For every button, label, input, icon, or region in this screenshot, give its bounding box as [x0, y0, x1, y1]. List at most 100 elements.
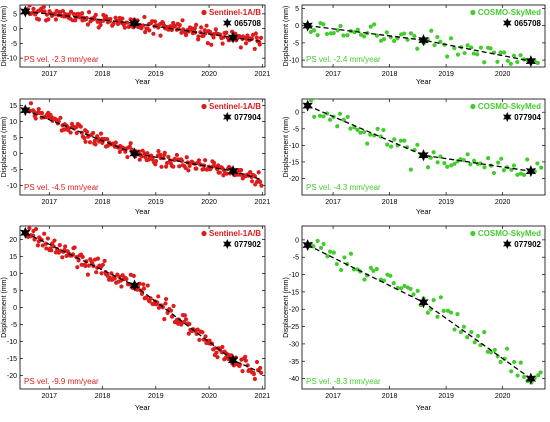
data-point [79, 11, 85, 16]
data-point [164, 160, 170, 166]
data-point [27, 226, 32, 231]
data-point [187, 163, 192, 169]
data-point [197, 337, 202, 343]
legend-station-label: 077904 [514, 113, 541, 122]
data-point [183, 165, 188, 171]
x-tick-label: 2021 [255, 199, 271, 206]
data-point [92, 138, 98, 143]
data-point [248, 170, 253, 175]
data-point [211, 160, 217, 165]
y-tick-label: 15 [9, 254, 17, 261]
y-axis-label: Displacement (mm) [1, 117, 8, 178]
x-tick-label: 2020 [495, 199, 511, 206]
data-point [257, 179, 263, 184]
data-point [53, 17, 59, 22]
y-tick-label: 0 [295, 237, 299, 244]
data-point [141, 282, 146, 287]
y-axis-label: Displacement (mm) [1, 6, 8, 67]
data-point [445, 164, 450, 169]
y-tick-label: -20 [7, 373, 17, 380]
data-point [99, 271, 104, 276]
data-point [76, 11, 81, 17]
data-point [492, 347, 497, 352]
data-point [83, 263, 88, 269]
y-axis-label: Displacement (mm) [283, 117, 290, 178]
data-point [82, 135, 87, 141]
data-point [202, 28, 207, 33]
data-point [164, 296, 169, 302]
velocity-annotation: PS vel. -8.3 mm/year [306, 377, 381, 386]
data-point [482, 165, 487, 170]
data-point [362, 277, 367, 282]
y-tick-label: -5 [293, 126, 299, 133]
data-point [66, 125, 71, 131]
data-point [217, 170, 222, 175]
data-point [375, 126, 380, 131]
x-tick-label: 2021 [255, 393, 271, 400]
data-point [60, 255, 65, 260]
x-tick-label: 2019 [438, 71, 454, 78]
data-point [257, 42, 262, 47]
x-tick-label: 2018 [382, 393, 398, 400]
reference-star-marker [418, 34, 429, 47]
data-point [392, 38, 397, 44]
y-tick-label: -20 [289, 307, 299, 314]
data-point [141, 286, 147, 291]
data-point [127, 144, 132, 149]
data-point [93, 12, 98, 17]
data-point [311, 244, 316, 249]
data-point [254, 359, 260, 365]
data-point [224, 171, 230, 176]
data-point [465, 152, 470, 157]
data-point [162, 150, 167, 155]
data-point [509, 369, 514, 374]
data-point [321, 22, 326, 27]
data-point [142, 14, 147, 20]
x-tick-label: 2018 [95, 199, 111, 206]
y-tick-label: -10 [289, 143, 299, 150]
y-tick-label: -25 [289, 324, 299, 331]
data-point [465, 335, 470, 340]
data-point [213, 27, 218, 32]
data-point [128, 141, 133, 146]
data-point [381, 127, 386, 133]
data-point [98, 131, 104, 136]
data-point [156, 294, 161, 299]
reference-star-marker [418, 296, 429, 309]
data-point [166, 154, 171, 160]
data-point [324, 31, 330, 37]
data-point [368, 132, 373, 137]
data-points [308, 20, 540, 66]
velocity-annotation: PS vel. -4.5 mm/year [24, 183, 99, 192]
data-point [102, 258, 107, 264]
data-point [85, 272, 91, 277]
data-point [348, 126, 353, 131]
data-point [536, 373, 541, 378]
data-point [398, 138, 403, 143]
data-point [335, 124, 340, 129]
data-point [401, 31, 407, 36]
data-point [429, 28, 434, 33]
data-point [254, 35, 259, 40]
data-point [85, 22, 90, 27]
y-tick-label: 0 [13, 151, 17, 158]
data-point [120, 16, 125, 21]
data-point [251, 372, 256, 377]
data-point [471, 158, 477, 163]
data-point [337, 111, 343, 116]
data-point [508, 61, 513, 66]
data-point [499, 156, 504, 161]
data-point [203, 334, 208, 339]
reference-star-marker [20, 226, 31, 239]
data-point [98, 22, 103, 27]
reference-star-marker [525, 165, 537, 178]
data-point [469, 329, 474, 335]
data-point [345, 33, 350, 38]
data-point [345, 114, 350, 119]
data-point [335, 28, 340, 33]
y-tick-label: 0 [295, 23, 299, 30]
data-point [334, 261, 339, 267]
data-point [33, 116, 38, 121]
data-point [63, 244, 68, 249]
data-point [163, 301, 168, 306]
